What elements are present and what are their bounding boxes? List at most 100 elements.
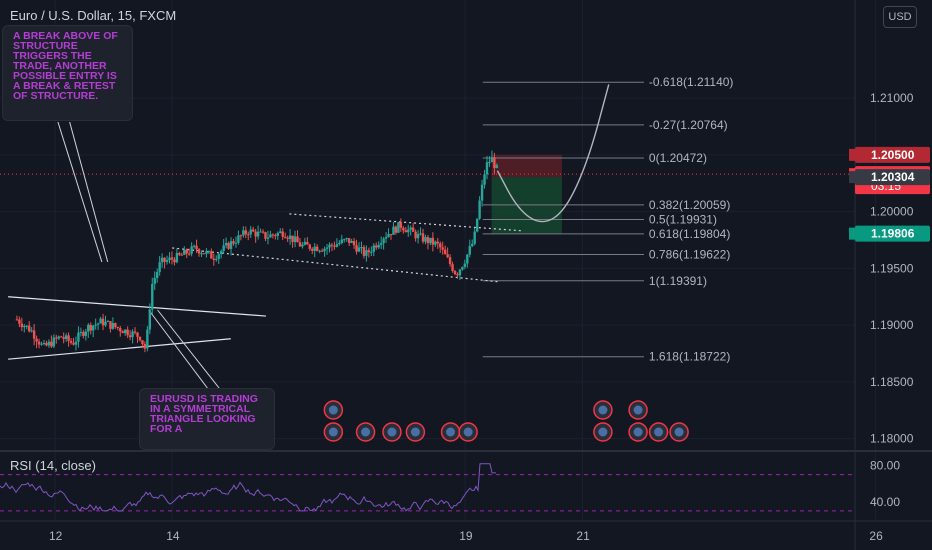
candle-body [276,232,279,236]
annotation-triangle[interactable]: EURUSD IS TRADING IN A SYMMETRICAL TRIAN… [139,388,275,450]
candle-body [128,335,132,338]
candle-body [495,165,499,168]
candle-body [151,283,154,310]
candle-body [52,337,56,347]
fib-level-label: -0.27(1.20764) [649,118,728,132]
candle-body [443,249,447,255]
candle-body [315,246,319,251]
candle-body [74,341,78,345]
candle-body [306,241,309,245]
candle-body [42,342,46,344]
candle-body [475,218,479,232]
candle-body [141,340,144,344]
candle-body [409,227,412,230]
candle-body [360,247,363,249]
event-markers [323,400,689,442]
candle-body [288,235,292,239]
flag-icon [328,405,338,415]
candle-body [254,231,257,237]
flag-icon [674,427,684,437]
time-axis-label: 21 [576,529,590,543]
candle-body [411,227,415,232]
candle-body [328,244,331,248]
candle-body [114,322,117,328]
candle-body [244,230,248,235]
candle-body [325,247,329,249]
candle-body [237,235,240,243]
rsi-label[interactable]: RSI (14, close) [10,458,96,473]
candle-body [419,233,422,235]
candle-body [104,321,107,326]
candle-body [466,254,469,264]
candle-body [291,235,294,243]
price-axis-label: 1.20000 [870,205,914,219]
candle-body [274,235,277,237]
fib-level-label: 0(1.20472) [649,151,707,165]
candle-body [187,253,191,255]
candle-body [453,271,457,275]
candle-body [320,250,324,252]
candle-body [490,157,494,163]
candle-body [79,332,83,334]
candle-body [387,234,390,238]
candle-body [119,328,122,332]
candle-body [355,245,358,252]
candle-body [183,249,186,255]
price-axis-label: 1.21000 [870,91,914,105]
candle-body [202,253,206,255]
candle-body [222,245,225,251]
candle-body [478,200,481,219]
price-label: 1.20304 [871,170,915,184]
candle-body [158,262,161,272]
price-axis-label: 1.19500 [870,261,914,275]
candle-body [468,246,471,255]
annotation-breakout[interactable]: A BREAK ABOVE OF STRUCTURE TRIGGERS THE … [2,25,133,121]
candle-body [370,251,373,253]
candle-body [69,341,73,343]
candle-body [155,271,159,278]
annotation-pointer [57,121,103,263]
candle-body [269,234,272,238]
candle-body [429,237,432,244]
candle-body [175,252,179,263]
candle-body [185,249,188,254]
candle-body [279,231,282,233]
candle-body [165,260,169,262]
fib-level-label: 1.618(1.18722) [649,350,730,364]
candle-body [303,241,307,245]
candle-body [266,237,270,239]
candle-body [421,233,425,242]
candle-body [397,222,400,233]
candle-body [350,241,353,243]
symbol-title[interactable]: Euro / U.S. Dollar, 15, FXCM [10,8,177,23]
candle-body [109,321,112,329]
rsi-axis-label: 40.00 [870,495,900,509]
candle-body [106,321,110,323]
candle-body [242,230,245,236]
candle-body [377,244,380,248]
fib-level-label: 1(1.19391) [649,274,707,288]
price-label: 1.19806 [871,227,915,241]
candle-body [25,325,28,327]
candle-body [375,245,378,248]
candle-body [239,235,243,237]
candle-body [170,257,174,260]
candle-body [318,250,321,252]
candle-body [153,277,156,284]
candle-body [456,274,459,276]
candle-body [45,342,48,346]
candle-body [338,242,341,245]
candle-body [50,341,53,347]
candle-body [210,251,213,259]
candle-body [94,324,97,326]
candle-body [451,264,454,272]
candle-body [224,242,228,246]
triangle-lower-line [8,338,231,360]
currency-button[interactable]: USD [883,6,917,28]
candle-body [249,229,252,235]
candle-body [133,331,137,333]
candle-body [426,237,430,244]
price-label-box [855,169,930,186]
candle-body [67,335,70,342]
